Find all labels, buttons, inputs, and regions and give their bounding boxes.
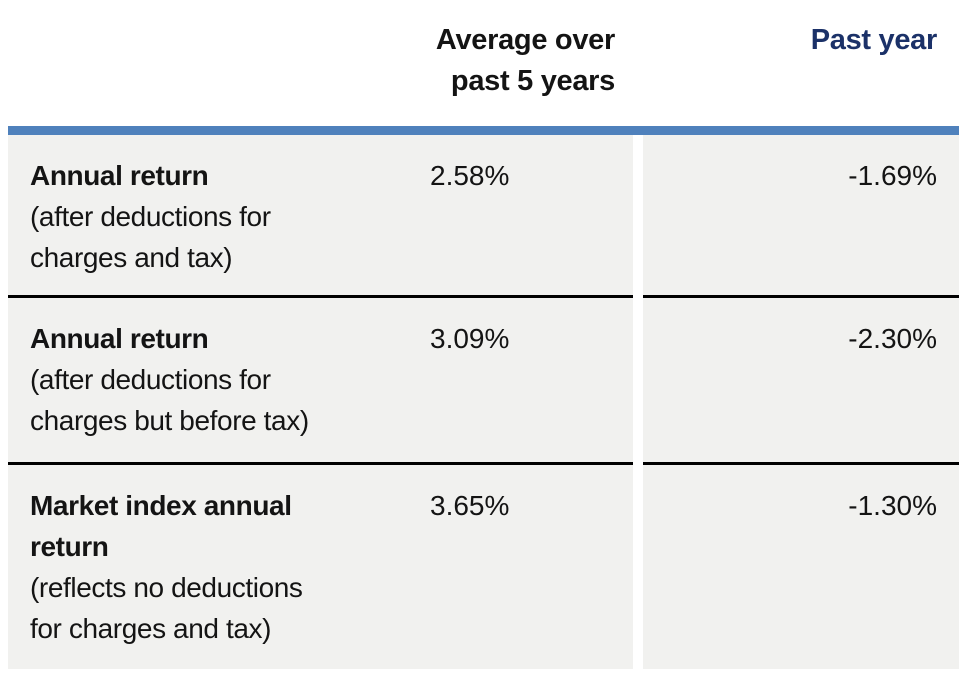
row-subtitle-line: (after deductions for <box>30 201 271 232</box>
row-title: return <box>30 531 109 562</box>
row-subtitle-line: charges but before tax) <box>30 405 309 436</box>
cell-label-and-avg: Market index annual return (reflects no … <box>8 462 633 669</box>
table-row-annual-return-after-tax: Annual return (after deductions for char… <box>8 135 959 295</box>
row-title: Annual return <box>30 160 209 191</box>
value-past-year: -1.30% <box>848 490 937 521</box>
cell-label-and-avg: Annual return (after deductions for char… <box>8 135 633 295</box>
column-header-average-5yr-line1: Average over <box>435 24 615 56</box>
value-avg-5yr: 3.09% <box>430 323 510 354</box>
row-subtitle-line: charges and tax) <box>30 242 233 273</box>
cell-past-year: -2.30% <box>643 295 959 462</box>
cell-past-year: -1.69% <box>643 135 959 295</box>
value-avg-5yr: 3.65% <box>430 490 510 521</box>
value-avg-5yr: 2.58% <box>430 160 510 191</box>
table-row-annual-return-before-tax: Annual return (after deductions for char… <box>8 295 959 462</box>
value-past-year: -2.30% <box>848 323 937 354</box>
column-header-past-year: Past year <box>643 20 959 102</box>
row-subtitle-line: for charges and tax) <box>30 613 272 644</box>
row-title: Annual return <box>30 323 209 354</box>
row-label: Market index annual return (reflects no … <box>30 485 430 649</box>
table-header-row: Average over past 5 years Past year <box>8 0 959 102</box>
column-header-average-5yr-line2: past 5 years <box>450 65 615 97</box>
cell-label-and-avg: Annual return (after deductions for char… <box>8 295 633 462</box>
row-subtitle-line: (after deductions for <box>30 364 271 395</box>
value-past-year: -1.69% <box>848 160 937 191</box>
returns-table: Average over past 5 years Past year Annu… <box>8 0 959 669</box>
accent-bar <box>8 126 959 135</box>
cell-past-year: -1.30% <box>643 462 959 669</box>
row-label: Annual return (after deductions for char… <box>30 318 430 441</box>
row-title: Market index annual <box>30 490 292 521</box>
column-header-average-5yr: Average over past 5 years <box>8 20 633 102</box>
row-subtitle-line: (reflects no deductions <box>30 572 303 603</box>
row-label: Annual return (after deductions for char… <box>30 155 430 278</box>
table-row-market-index-annual-return: Market index annual return (reflects no … <box>8 462 959 669</box>
column-header-past-year-label: Past year <box>810 24 938 56</box>
